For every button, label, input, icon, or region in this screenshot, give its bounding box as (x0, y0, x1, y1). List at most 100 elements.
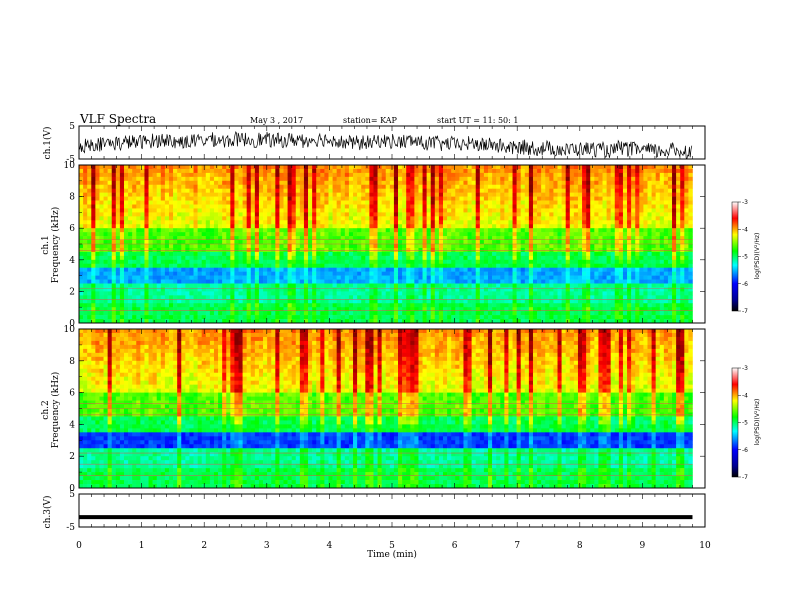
spectrogram-cell (123, 275, 129, 280)
spectrogram-cell (328, 275, 333, 280)
spectrogram-cell (365, 176, 370, 182)
spectrogram-cell (87, 168, 92, 174)
spectrogram-cell (434, 208, 440, 213)
spectrogram-cell (103, 251, 108, 257)
spectrogram-cell (348, 165, 354, 170)
spectrogram-cell (209, 176, 215, 182)
spectrogram-cell (614, 208, 620, 213)
spectrogram-cell (537, 232, 542, 237)
spectrogram-cell (332, 200, 337, 205)
spectrogram-cell (496, 196, 501, 201)
spectrogram-cell (426, 228, 432, 233)
spectrogram-cell (655, 291, 661, 296)
spectrogram-cell (365, 216, 370, 221)
spectrogram-cell (160, 216, 166, 221)
spectrogram-cell (655, 224, 661, 229)
spectrogram-cell (218, 255, 223, 261)
spectrogram-cell (422, 263, 427, 268)
spectrogram-cell (246, 172, 252, 178)
spectrogram-cell (590, 172, 595, 178)
spectrogram-cell (541, 275, 546, 280)
spectrogram-cell (541, 192, 546, 197)
spectrogram-cell (557, 224, 562, 229)
spectrogram-cell (667, 212, 673, 217)
spectrogram-cell (582, 188, 587, 193)
spectrogram-cell (332, 172, 337, 178)
spectrogram-cell (344, 172, 350, 178)
spectrogram-cell (275, 228, 280, 233)
spectrogram-cell (263, 279, 268, 284)
spectrogram-cell (111, 236, 117, 241)
spectrogram-cell (438, 192, 444, 197)
spectrogram-cell (373, 283, 378, 288)
spectrogram-cell (193, 165, 198, 170)
spectrogram-cell (369, 263, 374, 268)
spectrogram-cell (663, 255, 669, 261)
spectrogram-cell (140, 259, 145, 265)
spectrogram-cell (320, 200, 325, 205)
spectrogram-cell (381, 251, 387, 257)
spectrogram-cell (340, 228, 346, 233)
spectrogram-cell (156, 259, 162, 265)
spectrogram-cell (87, 283, 92, 288)
spectrogram-cell (348, 263, 354, 268)
spectrogram-cell (426, 172, 432, 178)
spectrogram-cell (213, 244, 219, 249)
spectrogram-cell (610, 251, 616, 257)
spectrogram-cell (557, 180, 562, 186)
spectrogram-cell (238, 259, 243, 265)
spectrogram-cell (99, 196, 104, 201)
spectrogram-cell (164, 200, 170, 205)
spectrogram-cell (537, 267, 542, 272)
spectrogram-cell (475, 271, 481, 276)
spectrogram-cell (226, 192, 231, 197)
spectrogram-cell (103, 236, 108, 241)
spectrogram-cell (602, 232, 607, 237)
spectrogram-cell (622, 279, 628, 284)
spectrogram-cell (177, 255, 182, 261)
spectrogram-cell (627, 263, 632, 268)
spectrogram-cell (639, 291, 644, 296)
spectrogram-cell (381, 172, 387, 178)
spectrogram-cell (406, 204, 411, 209)
spectrogram-cell (185, 271, 190, 276)
spectrogram-cell (213, 283, 219, 288)
spectrogram-cell (156, 184, 162, 189)
spectrogram-cell (549, 200, 554, 205)
spectrogram-cell (426, 192, 432, 197)
spectrogram-cell (422, 287, 427, 292)
spectrogram-cell (111, 259, 117, 265)
spectrogram-cell (344, 283, 350, 288)
spectrogram-cell (528, 168, 534, 174)
spectrogram-cell (160, 244, 166, 249)
spectrogram-cell (467, 275, 472, 280)
spectrogram-cell (500, 216, 505, 221)
spectrogram-cell (83, 295, 88, 300)
spectrogram-cell (226, 200, 231, 205)
spectrogram-cell (586, 168, 591, 174)
spectrogram-cell (193, 267, 198, 272)
spectrogram-cell (422, 165, 427, 170)
spectrogram-cell (606, 200, 611, 205)
spectrogram-cell (148, 271, 153, 276)
spectrogram-cell (303, 291, 309, 296)
spectrogram-cell (234, 220, 239, 225)
spectrogram-cell (291, 267, 297, 272)
spectrogram-cell (418, 271, 423, 276)
spectrogram-cell (676, 255, 681, 261)
spectrogram-cell (451, 244, 456, 249)
spectrogram-cell (136, 240, 141, 245)
spectrogram-cell (663, 236, 669, 241)
spectrogram-cell (254, 165, 260, 170)
spectrogram-cell (684, 168, 689, 174)
spectrogram-cell (504, 287, 509, 292)
spectrogram-cell (107, 204, 113, 209)
spectrogram-cell (189, 184, 194, 189)
spectrogram-cell (475, 220, 481, 225)
spectrogram-cell (115, 208, 121, 213)
spectrogram-cell (91, 188, 96, 193)
spectrogram-cell (136, 232, 141, 237)
spectrogram-cell (496, 271, 501, 276)
spectrogram-cell (479, 255, 485, 261)
spectrogram-cell (455, 267, 460, 272)
